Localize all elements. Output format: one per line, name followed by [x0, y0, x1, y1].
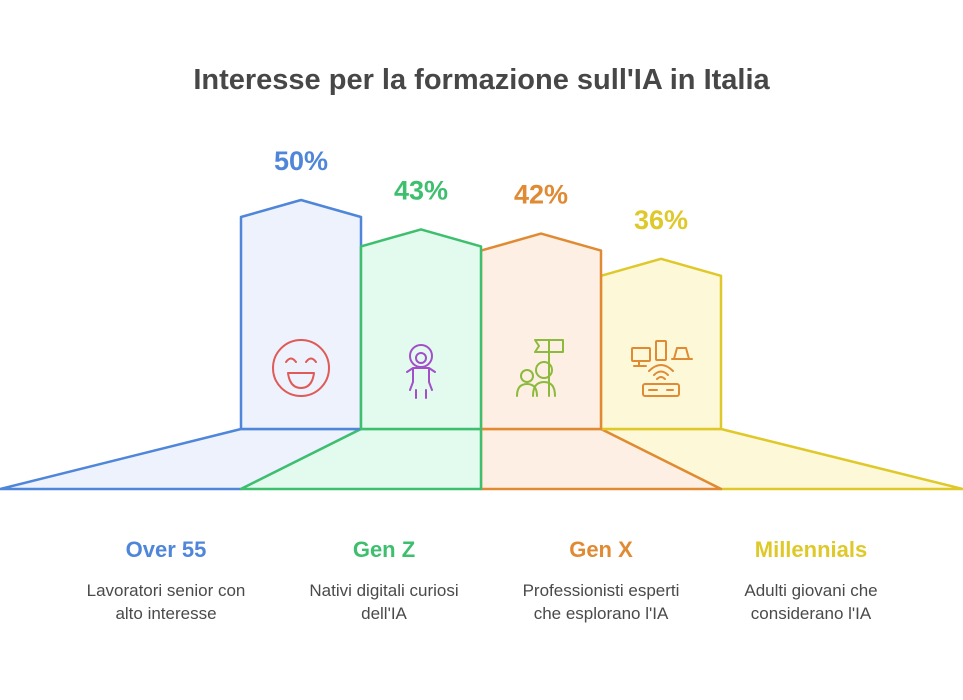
category-description: Nativi digitali curiosi [309, 581, 458, 600]
category-description: alto interesse [115, 604, 216, 623]
bar-3 [599, 257, 723, 431]
bar-2 [479, 232, 603, 431]
value-label: 42% [514, 180, 568, 210]
category-description: dell'IA [361, 604, 407, 623]
category-description: che esplorano l'IA [534, 604, 669, 623]
category-label: Gen X [569, 537, 633, 562]
value-label: 50% [274, 146, 328, 176]
category-label: Gen Z [353, 537, 415, 562]
bar-1 [359, 228, 483, 431]
category-description: Professionisti esperti [523, 581, 680, 600]
child-icon [406, 344, 436, 399]
bar-0 [239, 198, 363, 431]
category-description: considerano l'IA [751, 604, 872, 623]
chart-title: Interesse per la formazione sull'IA in I… [193, 64, 770, 96]
smiley-face-icon [272, 339, 330, 397]
category-description: Lavoratori senior con [87, 581, 246, 600]
value-label: 36% [634, 205, 688, 235]
category-label: Over 55 [126, 537, 207, 562]
team-with-flag-icon [516, 339, 564, 397]
devices-and-router-icon [631, 340, 693, 397]
category-description: Adulti giovani che [744, 581, 877, 600]
value-label: 43% [394, 175, 448, 205]
category-label: Millennials [755, 537, 867, 562]
